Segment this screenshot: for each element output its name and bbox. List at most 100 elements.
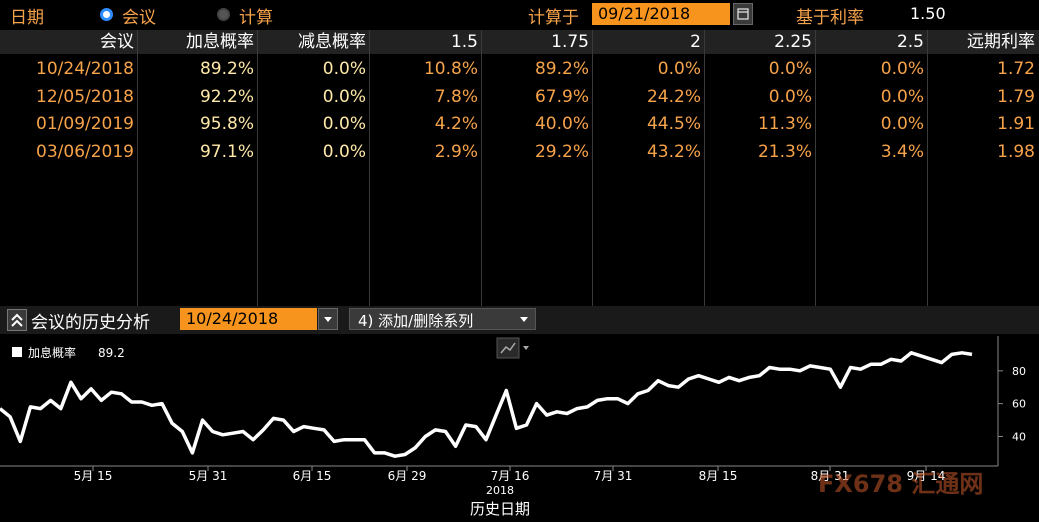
x-axis-title: 历史日期 <box>470 500 530 518</box>
history-chart: 加息概率 89.2 80 60 40 5月 15 5月 31 6月 15 6月 29 7月 16 7… <box>0 336 1039 518</box>
legend-label: 加息概率 <box>28 345 76 360</box>
add-remove-series-button[interactable]: 4) 添加/删除系列 <box>349 308 536 330</box>
table-cell: 43.2% <box>646 141 701 162</box>
x-tick-label: 9月 14 <box>907 469 946 483</box>
history-title: 会议的历史分析 <box>31 313 150 333</box>
table-cell: 1.72 <box>997 59 1035 79</box>
table-cell: 89.2% <box>534 59 589 79</box>
line-chart-icon <box>500 342 516 354</box>
meeting-date-cell[interactable]: 10/24/2018 <box>36 59 134 79</box>
table-cell: 21.3% <box>757 141 812 162</box>
column-header[interactable]: 会议 <box>100 32 134 52</box>
y-tick-label: 80 <box>1012 365 1026 378</box>
table-cell: 2.9% <box>434 141 478 162</box>
collapse-button[interactable] <box>7 309 27 331</box>
x-tick-label: 7月 31 <box>594 469 633 483</box>
column-header[interactable]: 加息概率 <box>186 32 254 52</box>
meeting-date-cell[interactable]: 01/09/2019 <box>36 114 134 134</box>
radio-calc-icon[interactable] <box>217 8 230 21</box>
caret-down-icon <box>520 317 528 322</box>
radio-meeting-label[interactable]: 会议 <box>122 8 156 28</box>
table-cell: 97.1% <box>199 141 254 162</box>
x-tick-label: 6月 15 <box>293 469 332 483</box>
table-cell: 0.0% <box>880 114 924 134</box>
column-divider <box>815 30 816 306</box>
table-cell: 95.8% <box>199 114 254 134</box>
caret-down-icon <box>523 346 529 350</box>
table-cell: 0.0% <box>880 59 924 79</box>
x-tick-label: 8月 31 <box>811 469 850 483</box>
date-mode-label: 日期 <box>10 8 44 28</box>
table-cell: 0.0% <box>322 59 366 79</box>
table-cell: 0.0% <box>768 86 812 107</box>
base-rate-value: 1.50 <box>910 4 946 23</box>
column-header[interactable]: 减息概率 <box>298 32 366 52</box>
calc-on-label: 计算于 <box>528 8 579 28</box>
history-line-chart: 加息概率 89.2 80 60 40 5月 15 5月 31 6月 15 6月 29 7月 16 7… <box>0 336 1026 518</box>
calc-date-input[interactable]: 09/21/2018 <box>592 3 730 25</box>
table-cell: 0.0% <box>657 59 701 79</box>
column-divider <box>137 30 138 306</box>
add-remove-series-label: 4) 添加/删除系列 <box>358 312 474 330</box>
meeting-date-dropdown-button[interactable] <box>318 308 338 330</box>
x-tick-label: 5月 15 <box>74 469 113 483</box>
table-cell: 7.8% <box>434 86 478 107</box>
meeting-date-select[interactable]: 10/24/2018 <box>180 308 317 330</box>
calendar-button[interactable] <box>733 3 753 25</box>
column-header[interactable]: 1.75 <box>551 32 589 52</box>
series-line-rate-hike-probability <box>0 351 973 458</box>
column-divider <box>369 30 370 306</box>
radio-meeting-selected-icon[interactable] <box>100 8 113 21</box>
table-cell: 67.9% <box>534 86 589 107</box>
table-cell: 40.0% <box>534 114 589 134</box>
table-header-bg <box>0 30 1039 54</box>
table-cell: 92.2% <box>199 86 254 107</box>
table-cell: 89.2% <box>199 59 254 79</box>
column-header[interactable]: 1.5 <box>450 32 478 52</box>
x-tick-label: 6月 29 <box>388 469 427 483</box>
watermark: FX678 汇通网 <box>818 470 983 498</box>
column-divider <box>927 30 928 306</box>
table-cell: 10.8% <box>423 59 478 79</box>
column-header[interactable]: 远期利率 <box>967 32 1035 52</box>
y-tick-label: 40 <box>1012 430 1026 443</box>
double-chevron-up-icon <box>11 313 23 327</box>
column-divider <box>481 30 482 306</box>
table-cell: 3.4% <box>880 141 924 162</box>
table-cell: 24.2% <box>646 86 701 107</box>
legend-value: 89.2 <box>98 346 125 360</box>
base-rate-label: 基于利率 <box>796 8 864 28</box>
x-tick-label: 7月 16 <box>491 469 530 483</box>
table-cell: 0.0% <box>322 114 366 134</box>
column-divider <box>704 30 705 306</box>
table-cell: 0.0% <box>768 59 812 79</box>
table-cell: 1.91 <box>997 114 1035 134</box>
table-cell: 0.0% <box>880 86 924 107</box>
calendar-icon <box>737 8 749 20</box>
table-cell: 29.2% <box>534 141 589 162</box>
y-tick-label: 60 <box>1012 398 1026 411</box>
column-header[interactable]: 2.25 <box>774 32 812 52</box>
table-cell: 0.0% <box>322 86 366 107</box>
table-cell: 0.0% <box>322 141 366 162</box>
meeting-date-cell[interactable]: 03/06/2019 <box>36 141 134 162</box>
history-analysis-bar: 会议的历史分析 10/24/2018 4) 添加/删除系列 <box>0 306 1039 334</box>
table-cell: 1.98 <box>997 141 1035 162</box>
year-label: 2018 <box>486 484 514 497</box>
table-cell: 4.2% <box>434 114 478 134</box>
table-cell: 44.5% <box>646 114 701 134</box>
column-header[interactable]: 2.5 <box>896 32 924 52</box>
column-divider <box>257 30 258 306</box>
column-header[interactable]: 2 <box>690 32 701 52</box>
caret-down-icon <box>324 317 332 322</box>
probability-table: 会议 加息概率 减息概率 1.5 1.75 2 2.25 2.5 远期利率 10/24/2018 8… <box>0 30 1039 306</box>
column-divider <box>592 30 593 306</box>
radio-calc-label[interactable]: 计算 <box>239 8 273 28</box>
legend-swatch <box>12 347 22 357</box>
table-cell: 1.79 <box>997 86 1035 107</box>
x-tick-label: 5月 31 <box>189 469 228 483</box>
table-cell: 11.3% <box>757 114 812 134</box>
top-toolbar: 日期 会议 计算 计算于 09/21/2018 基于利率 1.50 <box>0 0 1039 30</box>
meeting-date-cell[interactable]: 12/05/2018 <box>36 86 134 107</box>
x-tick-label: 8月 15 <box>699 469 738 483</box>
